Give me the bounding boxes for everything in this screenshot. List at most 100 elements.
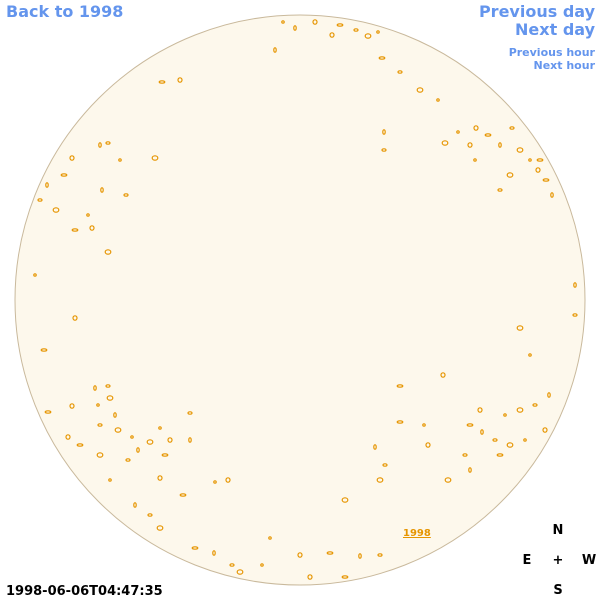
next-hour-link[interactable]: Next hour — [534, 59, 596, 72]
contour — [341, 497, 349, 503]
contour — [516, 407, 524, 413]
contour — [506, 442, 514, 448]
contour — [441, 140, 449, 146]
contour — [422, 423, 426, 427]
contour — [104, 249, 112, 255]
contour — [516, 325, 524, 331]
contour — [187, 411, 193, 415]
previous-day-link[interactable]: Previous day — [479, 2, 596, 21]
contour — [440, 372, 446, 378]
contour — [382, 129, 386, 135]
contour — [492, 438, 498, 442]
contour — [151, 155, 159, 161]
contour — [480, 429, 484, 435]
contour — [281, 20, 285, 24]
contour — [236, 569, 244, 575]
next-day-link[interactable]: Next day — [515, 20, 596, 39]
contour — [497, 188, 503, 192]
contour — [114, 427, 122, 433]
contour — [93, 385, 97, 391]
contour — [444, 477, 452, 483]
contour — [467, 142, 473, 148]
contour — [69, 155, 75, 161]
contour — [37, 198, 43, 202]
compass-south: S — [553, 583, 562, 598]
contour — [396, 420, 404, 424]
solar-disk — [14, 14, 586, 586]
contour — [273, 47, 277, 53]
contour — [96, 452, 104, 458]
contour — [69, 403, 75, 409]
contour — [108, 478, 112, 482]
contour — [260, 563, 264, 567]
contour — [523, 438, 527, 442]
contour — [293, 25, 297, 31]
contour — [358, 553, 362, 559]
contour — [416, 87, 424, 93]
contour — [532, 403, 538, 407]
contour — [376, 477, 384, 483]
contour — [536, 158, 544, 162]
contour — [98, 142, 102, 148]
contour — [542, 178, 550, 182]
contour — [550, 192, 554, 198]
contour — [156, 525, 164, 531]
contour — [146, 439, 154, 445]
contour — [89, 225, 95, 231]
compass-east: E — [523, 553, 532, 568]
contour — [188, 437, 192, 443]
contour — [268, 536, 272, 540]
contour — [468, 467, 472, 473]
compass-center: + — [553, 553, 564, 568]
contour — [147, 513, 153, 517]
contour — [377, 553, 383, 557]
contour — [498, 142, 502, 148]
contour — [373, 444, 377, 450]
contour — [40, 348, 48, 352]
contour — [45, 182, 49, 188]
contour — [161, 453, 169, 457]
contour — [381, 148, 387, 152]
contour — [100, 187, 104, 193]
contour — [436, 98, 440, 102]
contour — [191, 546, 199, 550]
contour — [477, 407, 483, 413]
contour — [33, 273, 37, 277]
contour — [71, 228, 79, 232]
contour — [503, 413, 507, 417]
contour — [297, 552, 303, 558]
contour — [177, 77, 183, 83]
back-link[interactable]: Back to 1998 — [6, 2, 123, 21]
contours — [33, 19, 578, 580]
contour — [225, 477, 231, 483]
contour — [307, 574, 313, 580]
contour — [167, 437, 173, 443]
contour — [329, 32, 335, 38]
contour — [425, 442, 431, 448]
contour — [506, 172, 514, 178]
contour — [158, 80, 166, 84]
disk-label[interactable]: 1998 — [403, 528, 431, 539]
contour — [118, 158, 122, 162]
previous-hour-link[interactable]: Previous hour — [509, 46, 596, 59]
contour — [509, 126, 515, 130]
contour — [341, 575, 349, 579]
contour — [130, 435, 134, 439]
contour — [312, 19, 318, 25]
contour — [133, 502, 137, 508]
compass-west: W — [582, 553, 596, 568]
contour — [542, 427, 548, 433]
contour — [376, 30, 380, 34]
contour — [105, 141, 111, 145]
contour — [213, 480, 217, 484]
contour — [72, 315, 78, 321]
contour — [364, 33, 372, 39]
contour — [535, 167, 541, 173]
contour — [397, 70, 403, 74]
contour — [572, 313, 578, 317]
contour — [396, 384, 404, 388]
contour — [157, 475, 163, 481]
contour — [456, 130, 460, 134]
contour — [106, 395, 114, 401]
